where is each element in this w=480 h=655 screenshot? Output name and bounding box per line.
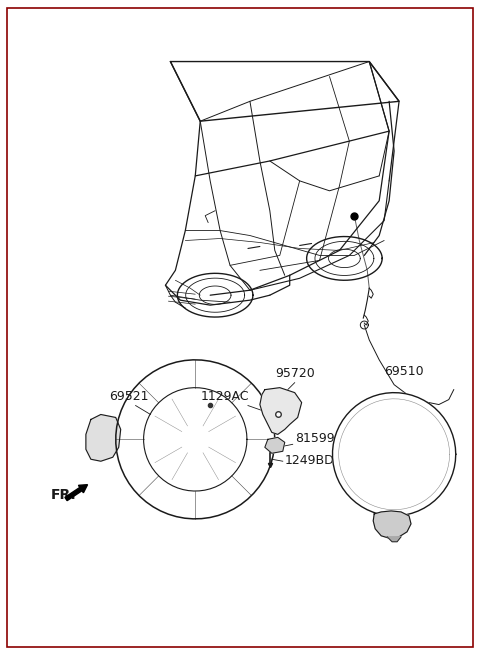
FancyArrow shape: [65, 485, 87, 500]
Polygon shape: [373, 511, 411, 539]
Text: FR.: FR.: [51, 488, 77, 502]
Polygon shape: [387, 537, 401, 542]
Text: 95720: 95720: [275, 367, 314, 380]
Polygon shape: [265, 438, 285, 453]
Text: 81599: 81599: [295, 432, 334, 445]
Polygon shape: [260, 388, 301, 434]
Polygon shape: [333, 392, 456, 516]
Text: 69521: 69521: [109, 390, 148, 403]
Text: 1129AC: 1129AC: [200, 390, 249, 403]
Text: 1249BD: 1249BD: [285, 454, 335, 467]
Polygon shape: [86, 415, 120, 461]
Text: 69510: 69510: [384, 365, 424, 378]
